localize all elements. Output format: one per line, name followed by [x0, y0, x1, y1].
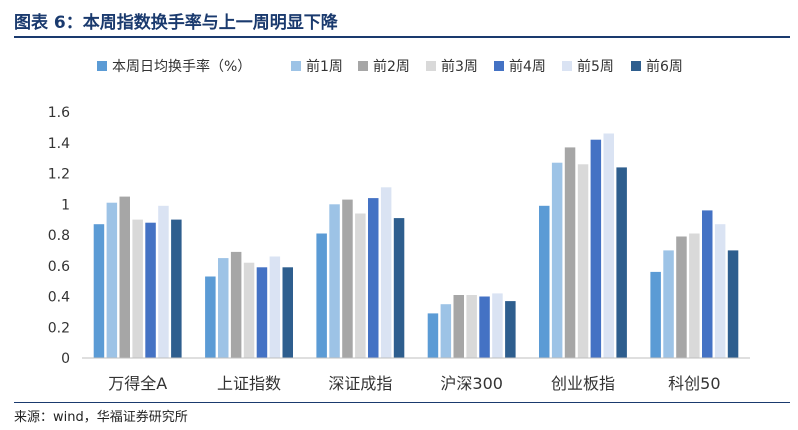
x-tick-label-1: 上证指数: [217, 374, 281, 393]
bar-5-4: [702, 210, 713, 358]
legend-swatch-4: [494, 61, 504, 71]
bar-0-1: [106, 202, 118, 358]
bar-1-5: [269, 256, 281, 358]
legend-label-4: 前4周: [509, 58, 546, 75]
bar-3-6: [505, 301, 516, 358]
y-tick-label-1: 0.2: [48, 320, 70, 336]
legend-swatch-2: [358, 61, 368, 71]
bar-2-1: [329, 204, 340, 359]
y-tick-label-0: 0: [61, 351, 70, 367]
y-tick-label-4: 0.8: [48, 228, 70, 244]
bar-5-5: [714, 224, 726, 358]
legend-label-2: 前2周: [373, 58, 410, 75]
bar-2-3: [355, 213, 366, 358]
bar-4-6: [616, 167, 627, 358]
bar-4-0: [539, 205, 550, 358]
bar-0-2: [119, 196, 130, 358]
title-underline: [14, 36, 790, 38]
bar-3-5: [492, 293, 503, 358]
bar-2-0: [316, 233, 327, 358]
legend-swatch-6: [631, 61, 641, 71]
legend-label-0: 本周日均换手率（%）: [112, 58, 251, 75]
bar-2-5: [380, 187, 392, 358]
bar-3-2: [453, 295, 464, 358]
x-tick-label-2: 深证成指: [328, 374, 392, 393]
bar-series: [93, 133, 739, 359]
chart-title: 图表 6：本周指数换手率与上一周明显下降: [14, 13, 338, 33]
bar-1-6: [282, 267, 293, 358]
legend: 本周日均换手率（%） 前1周 前2周 前3周 前4周 前5周 前6周: [97, 58, 683, 75]
legend-swatch-0: [97, 61, 107, 71]
bar-2-4: [368, 198, 379, 358]
bar-4-2: [564, 147, 576, 358]
bar-5-3: [689, 233, 700, 358]
bar-1-4: [256, 267, 268, 358]
y-tick-label-7: 1.4: [48, 136, 70, 152]
bar-4-5: [603, 133, 614, 358]
bar-1-1: [218, 258, 229, 358]
bar-0-4: [145, 222, 156, 358]
bar-2-2: [342, 199, 353, 358]
bar-chart: 本周日均换手率（%） 前1周 前2周 前3周 前4周 前5周 前6周 00.20.40.60…: [48, 58, 750, 393]
legend-label-3: 前3周: [441, 58, 478, 75]
bar-0-6: [171, 219, 182, 358]
source-note: 来源：wind，华福证券研究所: [14, 410, 188, 425]
x-axis: 万得全A 上证指数 深证成指 沪深300 创业板指 科创50: [82, 357, 750, 393]
bar-4-3: [577, 164, 589, 358]
x-tick-label-4: 创业板指: [551, 374, 615, 393]
bar-1-2: [230, 251, 242, 358]
y-axis: 0 0.2 0.4 0.6 0.8 1 1.2 1.4 1.6: [48, 105, 70, 367]
y-tick-label-6: 1.2: [48, 167, 70, 183]
source-divider: [14, 402, 790, 403]
y-tick-label-8: 1.6: [48, 105, 70, 121]
y-tick-label-2: 0.4: [48, 290, 70, 306]
bar-2-6: [393, 218, 405, 358]
bar-0-5: [158, 205, 169, 358]
bar-0-0: [93, 224, 105, 358]
bar-5-0: [650, 271, 661, 358]
bar-1-0: [205, 276, 216, 358]
bar-5-6: [727, 250, 739, 358]
bar-3-3: [466, 295, 477, 358]
bar-1-3: [243, 262, 255, 358]
bar-3-1: [440, 304, 452, 358]
legend-swatch-5: [562, 61, 572, 71]
bar-4-4: [590, 139, 602, 358]
legend-label-5: 前5周: [577, 58, 614, 75]
legend-swatch-3: [426, 61, 436, 71]
bar-4-1: [551, 162, 563, 358]
y-tick-label-5: 1: [61, 197, 70, 213]
legend-swatch-1: [291, 61, 301, 71]
x-tick-label-3: 沪深300: [440, 374, 503, 393]
bar-5-1: [663, 250, 674, 358]
bar-5-2: [676, 236, 687, 358]
bar-3-0: [427, 313, 439, 358]
x-tick-label-0: 万得全A: [108, 374, 167, 393]
legend-label-6: 前6周: [646, 58, 683, 75]
legend-label-1: 前1周: [306, 58, 343, 75]
bar-0-3: [132, 219, 143, 358]
x-tick-label-5: 科创50: [668, 374, 720, 393]
y-tick-label-3: 0.6: [48, 259, 70, 275]
bar-3-4: [479, 296, 490, 358]
